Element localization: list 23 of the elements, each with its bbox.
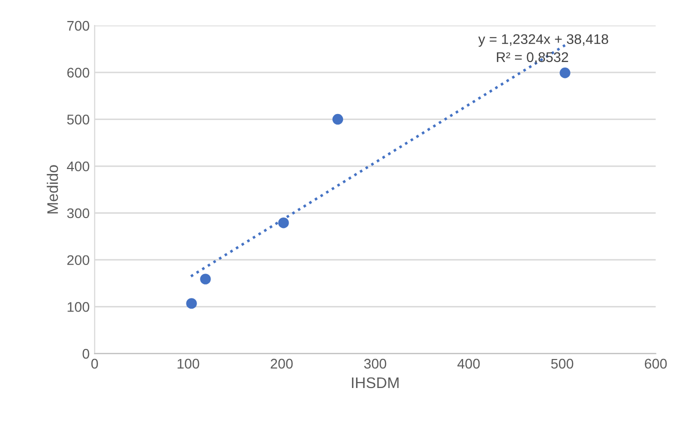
x-tick-label: 300 bbox=[364, 358, 386, 369]
point bbox=[560, 68, 570, 78]
y-tick-label: 700 bbox=[67, 20, 90, 31]
y-tick-label: 400 bbox=[66, 161, 90, 172]
y-tick-label: 600 bbox=[67, 68, 90, 78]
x-tick-label: 400 bbox=[457, 358, 480, 369]
y-tick-label: 500 bbox=[67, 114, 90, 124]
y-tick-label: 200 bbox=[67, 255, 90, 266]
point bbox=[200, 274, 211, 284]
x-axis-title: IHSDM bbox=[352, 377, 399, 388]
y-tick-label: 100 bbox=[68, 302, 90, 312]
point bbox=[278, 217, 289, 228]
x-tick-label: 200 bbox=[270, 358, 293, 369]
x-tick-label: 100 bbox=[178, 358, 200, 369]
y-tick-label: 0 bbox=[82, 348, 90, 359]
x-tick-label: 0 bbox=[91, 358, 98, 369]
point bbox=[186, 298, 197, 309]
x-tick-label: 600 bbox=[644, 358, 667, 369]
annotation: y = 1,2324x + 38,418 bbox=[478, 34, 608, 47]
y-tick-label: 300 bbox=[67, 208, 90, 218]
point bbox=[332, 114, 344, 125]
x-tick-label: 500 bbox=[551, 358, 574, 369]
y-axis-title: Medido bbox=[46, 165, 58, 214]
